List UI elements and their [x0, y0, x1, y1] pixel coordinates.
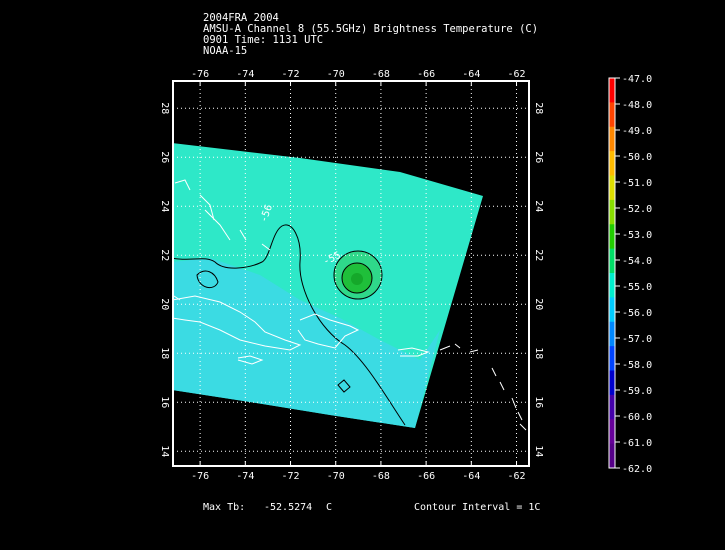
lon-label-top: -72	[281, 69, 299, 80]
max-tb-label: Max Tb:	[203, 502, 246, 513]
contour-minus56	[173, 224, 406, 426]
lon-labels-top: -76 -74 -72 -70 -68 -66 -64 -62	[191, 69, 526, 86]
max-tb-unit: C	[326, 502, 333, 513]
lat-label-right: 14	[533, 445, 544, 457]
colorbar-cell	[609, 199, 615, 225]
lat-label-left: 22	[159, 249, 170, 261]
lon-label-top: -74	[236, 69, 254, 80]
colorbar: -47.0 -48.0 -49.0 -50.0 -51.0 -52.0 -53.0 -54.0…	[608, 74, 652, 475]
lat-label-right: 18	[533, 347, 544, 359]
lon-label-bottom: -72	[281, 471, 299, 482]
max-tb-value: -52.5274	[264, 502, 313, 513]
lat-label-left: 14	[159, 445, 170, 457]
channel-description: AMSU-A Channel 8 (55.5GHz) Brightness Te…	[203, 23, 539, 35]
colorbar-cell	[609, 151, 615, 176]
swath-south-tone	[173, 258, 440, 428]
colorbar-cell	[609, 126, 615, 152]
colorbar-label: -56.0	[622, 308, 652, 319]
colorbar-cell	[609, 346, 615, 371]
product-title: 2004FRA 2004	[203, 12, 279, 24]
colorbar-label: -51.0	[622, 178, 652, 189]
lat-labels-left: 14 16 18 20 22 24 26 28	[159, 102, 170, 457]
coastline-lesser-antilles	[491, 367, 527, 431]
colorbar-label: -53.0	[622, 230, 652, 241]
lon-label-bottom: -76	[191, 471, 209, 482]
colorbar-label: -54.0	[622, 256, 652, 267]
coastline-puerto-rico	[397, 347, 430, 357]
lon-label-top: -68	[372, 69, 390, 80]
lon-label-top: -62	[507, 69, 525, 80]
coastlines	[173, 179, 527, 431]
map-frame	[172, 80, 530, 467]
coastline-florida	[173, 295, 181, 301]
lat-label-right: 20	[533, 298, 544, 310]
colorbar-cell	[609, 248, 615, 274]
colorbar-label: -48.0	[622, 100, 652, 111]
coastline-jamaica	[237, 355, 264, 365]
colorbar-label: -59.0	[622, 386, 652, 397]
colorbar-cell	[609, 419, 615, 445]
lat-label-left: 18	[159, 347, 170, 359]
storm-center	[351, 273, 363, 285]
colorbar-cell	[609, 224, 615, 250]
coastline-cuba	[173, 295, 302, 351]
lon-labels-bottom: -76 -74 -72 -70 -68 -66 -64 -62	[191, 461, 526, 482]
coastline-hispaniola	[297, 313, 360, 349]
lon-label-top: -70	[327, 69, 345, 80]
lat-label-left: 26	[159, 151, 170, 163]
colorbar-label: -50.0	[622, 152, 652, 163]
colorbar-label: -52.0	[622, 204, 652, 215]
lon-label-bottom: -62	[507, 471, 525, 482]
lat-label-left: 24	[159, 200, 170, 212]
coastline-bahamas	[174, 179, 271, 251]
contour-small-loop	[337, 379, 351, 393]
colorbar-frame	[608, 77, 616, 469]
lat-label-right: 28	[533, 102, 544, 114]
lat-label-right: 16	[533, 396, 544, 408]
colorbar-label: -62.0	[622, 464, 652, 475]
colorbar-cell	[609, 273, 615, 298]
lat-label-right: 26	[533, 151, 544, 163]
colorbar-label: -49.0	[622, 126, 652, 137]
colorbar-label: -55.0	[622, 282, 652, 293]
colorbar-label: -61.0	[622, 438, 652, 449]
observation-time: 0901 Time: 1131 UTC	[203, 34, 324, 46]
lon-label-top: -76	[191, 69, 209, 80]
colorbar-cell	[609, 78, 615, 103]
satellite-name: NOAA-15	[203, 45, 248, 57]
lon-label-top: -64	[462, 69, 480, 80]
colorbar-label: -58.0	[622, 360, 652, 371]
lat-label-right: 24	[533, 200, 544, 212]
colorbar-cell	[609, 321, 615, 347]
lat-label-left: 16	[159, 396, 170, 408]
lon-label-bottom: -68	[372, 471, 390, 482]
contour-minus56-loop	[196, 270, 219, 289]
lat-labels-right: 14 16 18 20 22 24 26 28	[533, 102, 544, 457]
colorbar-cell	[609, 102, 615, 128]
coastline-virgin-islands	[439, 343, 479, 353]
lon-label-bottom: -66	[417, 471, 435, 482]
lat-label-right: 22	[533, 249, 544, 261]
lat-label-left: 20	[159, 298, 170, 310]
colorbar-label: -47.0	[622, 74, 652, 85]
lon-label-bottom: -64	[462, 471, 480, 482]
lon-label-bottom: -70	[327, 471, 345, 482]
colorbar-cell	[609, 394, 615, 420]
colorbar-label: -57.0	[622, 334, 652, 345]
colorbar-cell	[609, 370, 615, 396]
colorbar-cell	[609, 175, 615, 201]
colorbar-cell	[609, 297, 615, 323]
contour-interval: Contour Interval = 1C	[414, 502, 541, 513]
lat-label-left: 28	[159, 102, 170, 114]
lon-label-bottom: -74	[236, 471, 254, 482]
colorbar-cell	[609, 443, 615, 469]
colorbar-label: -60.0	[622, 412, 652, 423]
lon-label-top: -66	[417, 69, 435, 80]
graticule	[173, 81, 529, 466]
